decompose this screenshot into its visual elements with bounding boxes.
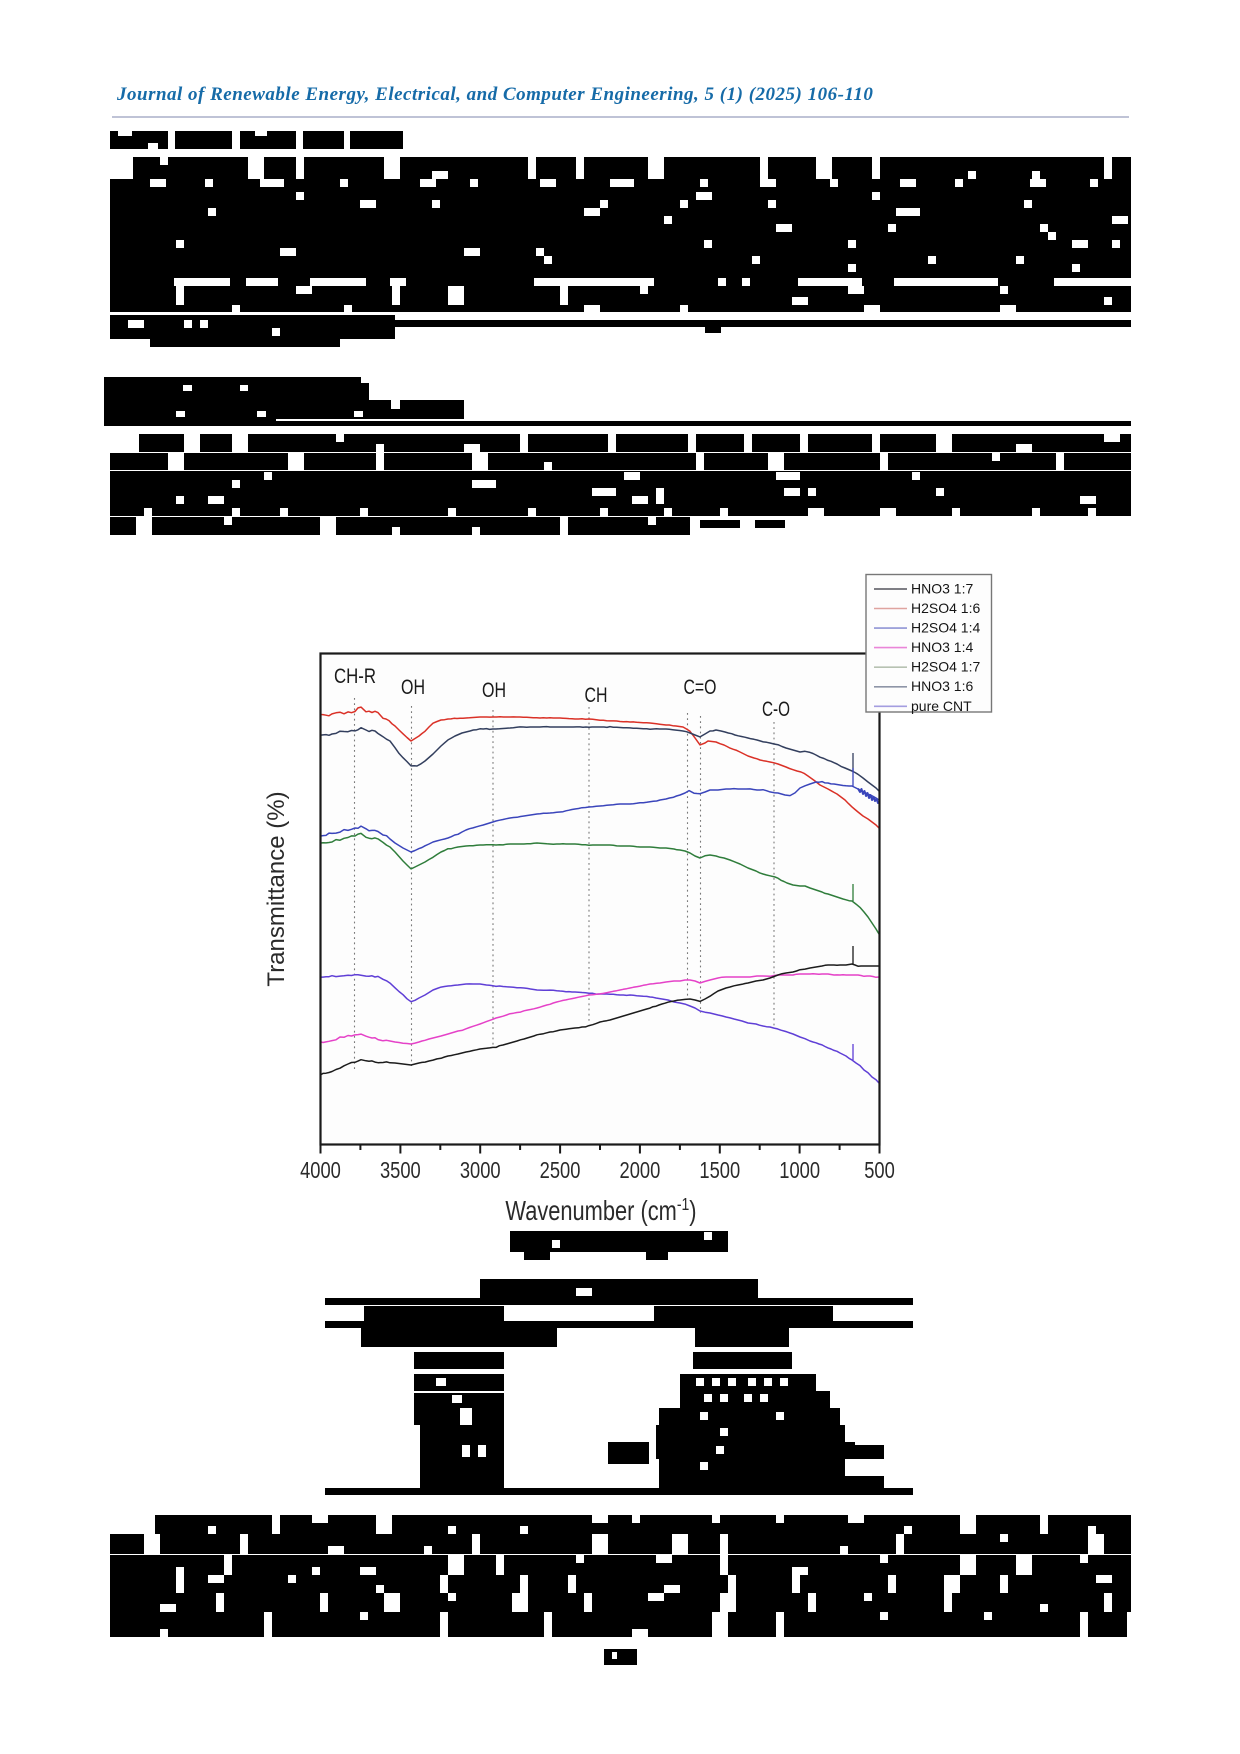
svg-text:500: 500 [864,1158,895,1184]
svg-text:Wavenumber (cm-1): Wavenumber (cm-1) [505,1194,696,1226]
svg-text:HNO3 1:4: HNO3 1:4 [911,639,973,655]
svg-text:HNO3 1:6: HNO3 1:6 [911,678,973,694]
svg-text:CH: CH [585,684,608,707]
svg-text:H2SO4 1:4: H2SO4 1:4 [911,620,980,636]
svg-text:OH: OH [482,679,506,702]
svg-text:4000: 4000 [300,1158,341,1184]
svg-text:3500: 3500 [380,1158,421,1184]
svg-text:C-O: C-O [762,698,790,721]
svg-text:C=O: C=O [684,676,717,699]
svg-text:OH: OH [401,676,425,699]
svg-text:HNO3 1:7: HNO3 1:7 [911,581,973,597]
svg-text:H2SO4 1:7: H2SO4 1:7 [911,659,980,675]
svg-text:1500: 1500 [699,1158,740,1184]
svg-text:3000: 3000 [460,1158,501,1184]
svg-text:H2SO4 1:6: H2SO4 1:6 [911,600,980,616]
svg-text:pure CNT: pure CNT [911,698,972,714]
svg-text:2000: 2000 [620,1158,661,1184]
svg-text:1000: 1000 [779,1158,820,1184]
svg-text:2500: 2500 [540,1158,581,1184]
svg-text:Transmittance (%): Transmittance (%) [263,791,290,986]
svg-text:CH-R: CH-R [334,665,376,688]
